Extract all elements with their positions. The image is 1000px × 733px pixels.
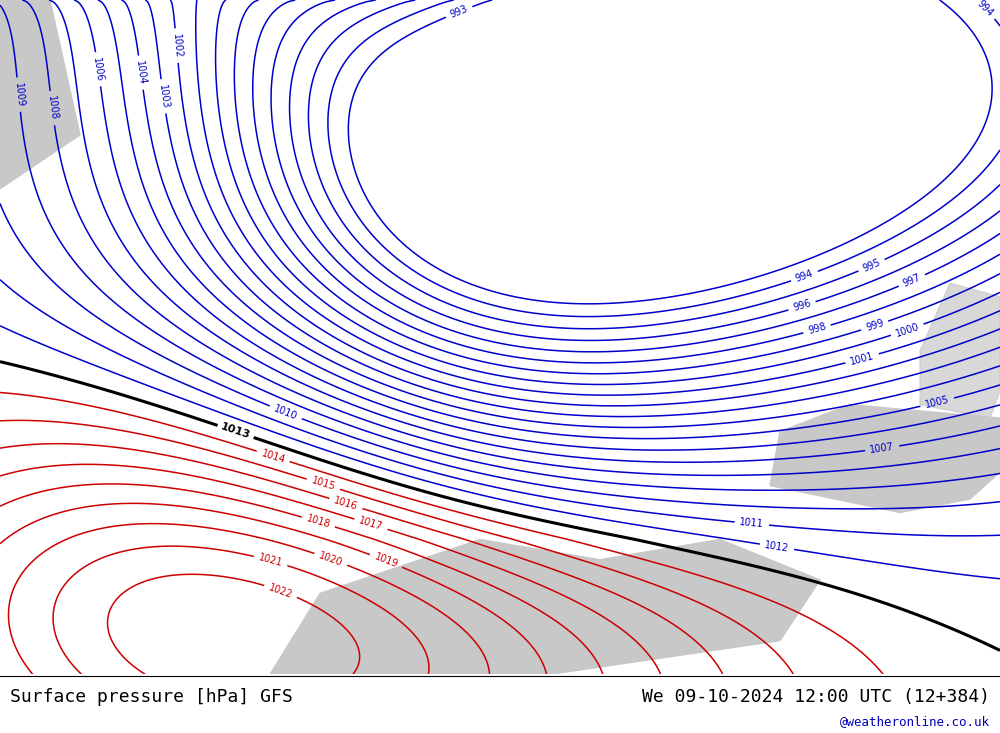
Text: 1003: 1003: [157, 84, 170, 109]
Text: 1006: 1006: [91, 56, 105, 82]
Text: 1022: 1022: [267, 582, 294, 600]
Text: @weatheronline.co.uk: @weatheronline.co.uk: [840, 715, 990, 729]
Text: 997: 997: [901, 272, 922, 289]
Text: 994: 994: [975, 0, 995, 18]
Polygon shape: [270, 539, 820, 674]
Text: 1013: 1013: [219, 421, 252, 441]
Text: 1009: 1009: [12, 82, 25, 107]
Text: 1002: 1002: [171, 33, 183, 59]
Text: 996: 996: [792, 298, 812, 314]
Text: 1007: 1007: [869, 442, 895, 455]
Text: 1020: 1020: [318, 550, 344, 568]
Text: Surface pressure [hPa] GFS: Surface pressure [hPa] GFS: [10, 688, 293, 706]
Text: 1016: 1016: [333, 495, 359, 512]
Polygon shape: [0, 0, 80, 189]
Text: 1014: 1014: [260, 448, 286, 465]
Text: 1011: 1011: [739, 517, 765, 530]
Text: 998: 998: [807, 322, 827, 336]
Text: 993: 993: [449, 4, 469, 20]
Text: 1004: 1004: [134, 60, 147, 86]
Text: 1005: 1005: [924, 394, 950, 410]
Text: 1010: 1010: [272, 403, 299, 421]
Text: 994: 994: [794, 268, 815, 284]
Text: 1000: 1000: [894, 321, 920, 339]
Text: We 09-10-2024 12:00 UTC (12+384): We 09-10-2024 12:00 UTC (12+384): [642, 688, 990, 706]
Text: 1015: 1015: [310, 476, 337, 493]
Text: 1012: 1012: [764, 540, 790, 553]
Text: 995: 995: [861, 257, 882, 273]
Polygon shape: [770, 405, 1000, 512]
Text: 1018: 1018: [305, 514, 331, 530]
Text: 1001: 1001: [849, 350, 875, 366]
Text: 999: 999: [864, 318, 885, 334]
Polygon shape: [920, 283, 1000, 418]
Text: 1019: 1019: [373, 552, 399, 570]
Text: 1008: 1008: [46, 95, 59, 121]
Text: 1021: 1021: [257, 553, 284, 569]
Text: 1017: 1017: [358, 516, 384, 533]
